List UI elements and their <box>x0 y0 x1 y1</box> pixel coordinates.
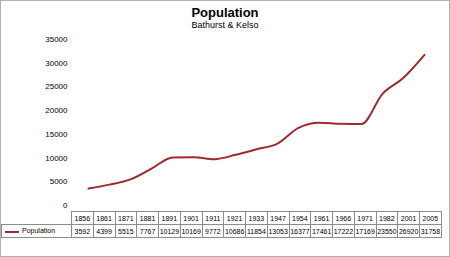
svg-text:5000: 5000 <box>50 177 68 186</box>
html-text:1961: 1961 <box>313 214 330 222</box>
html-text:9772: 9772 <box>205 227 221 235</box>
html-text:1911: 1911 <box>205 214 221 222</box>
html-text:2001: 2001 <box>400 214 417 222</box>
html-text:Population: Population <box>22 227 56 235</box>
html-text:3592: 3592 <box>74 227 91 235</box>
svg-text:30000: 30000 <box>45 59 68 68</box>
svg-text:10000: 10000 <box>45 154 68 163</box>
html-text:2005: 2005 <box>422 214 439 222</box>
html-text:1921: 1921 <box>226 214 243 222</box>
html-text:1871: 1871 <box>118 214 134 222</box>
html-text:1933: 1933 <box>248 214 265 222</box>
html-text:4399: 4399 <box>96 227 112 235</box>
html-text:5515: 5515 <box>118 227 134 235</box>
html-text:Bathurst & Kelso: Bathurst & Kelso <box>191 20 259 30</box>
html-text:1971: 1971 <box>357 214 373 222</box>
svg-text:15000: 15000 <box>45 130 68 139</box>
svg-text:25000: 25000 <box>45 82 68 91</box>
html-text:10129 10169: 10129 10169 <box>159 227 201 235</box>
html-text:1856: 1856 <box>74 214 91 222</box>
html-text:7767: 7767 <box>139 227 156 235</box>
html-text:1966: 1966 <box>335 214 352 222</box>
html-text:1982: 1982 <box>379 214 395 222</box>
html-text:1891: 1891 <box>161 214 178 222</box>
html-text:10686 11854 13053 16377 17461: 10686 11854 13053 16377 17461 17222 1716… <box>224 227 441 235</box>
html-text:Population: Population <box>191 5 259 20</box>
html-text:1954: 1954 <box>292 214 308 222</box>
svg-text:20000: 20000 <box>45 106 68 115</box>
svg-text:0: 0 <box>63 201 68 210</box>
html-text:1901: 1901 <box>183 214 199 222</box>
html-text:1861: 1861 <box>96 214 112 222</box>
html-text:1947: 1947 <box>270 214 286 222</box>
svg-text:35000: 35000 <box>45 35 68 44</box>
html-text:1881: 1881 <box>139 214 156 222</box>
